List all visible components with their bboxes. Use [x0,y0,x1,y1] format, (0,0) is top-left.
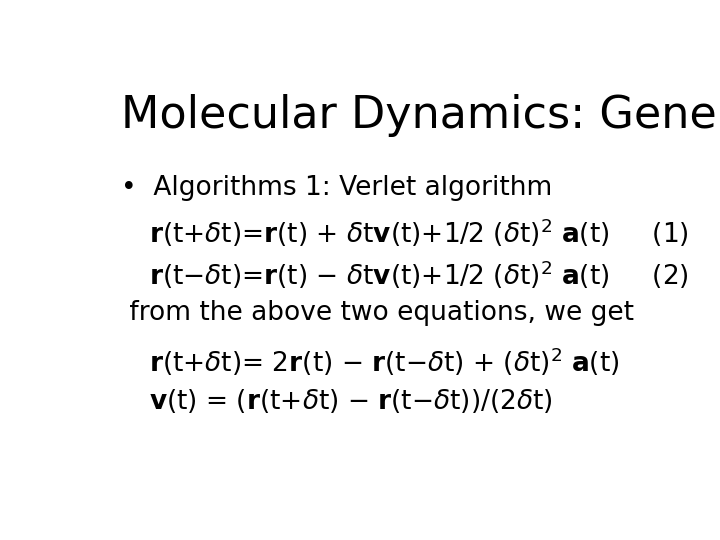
Text: $\mathbf{v}$(t) = ($\mathbf{r}$(t+$\delta$t) $-$ $\mathbf{r}$(t$-$$\delta$t))/(2: $\mathbf{v}$(t) = ($\mathbf{r}$(t+$\delt… [148,387,552,415]
Text: $\mathbf{r}$(t$-$$\delta$t)=$\mathbf{r}$(t) $-$ $\delta$t$\mathbf{v}$(t)+1/2 ($\: $\mathbf{r}$(t$-$$\delta$t)=$\mathbf{r}$… [148,258,688,291]
Text: from the above two equations, we get: from the above two equations, we get [121,300,634,326]
Text: $\mathbf{r}$(t+$\delta$t)=$\mathbf{r}$(t) + $\delta$t$\mathbf{v}$(t)+1/2 ($\delt: $\mathbf{r}$(t+$\delta$t)=$\mathbf{r}$(t… [148,217,688,249]
Text: $\mathbf{r}$(t+$\delta$t)= 2$\mathbf{r}$(t) $-$ $\mathbf{r}$(t$-$$\delta$t) + ($: $\mathbf{r}$(t+$\delta$t)= 2$\mathbf{r}$… [148,346,619,378]
Text: Molecular Dynamics: General: Molecular Dynamics: General [121,94,720,137]
Text: •  Algorithms 1: Verlet algorithm: • Algorithms 1: Verlet algorithm [121,175,552,201]
